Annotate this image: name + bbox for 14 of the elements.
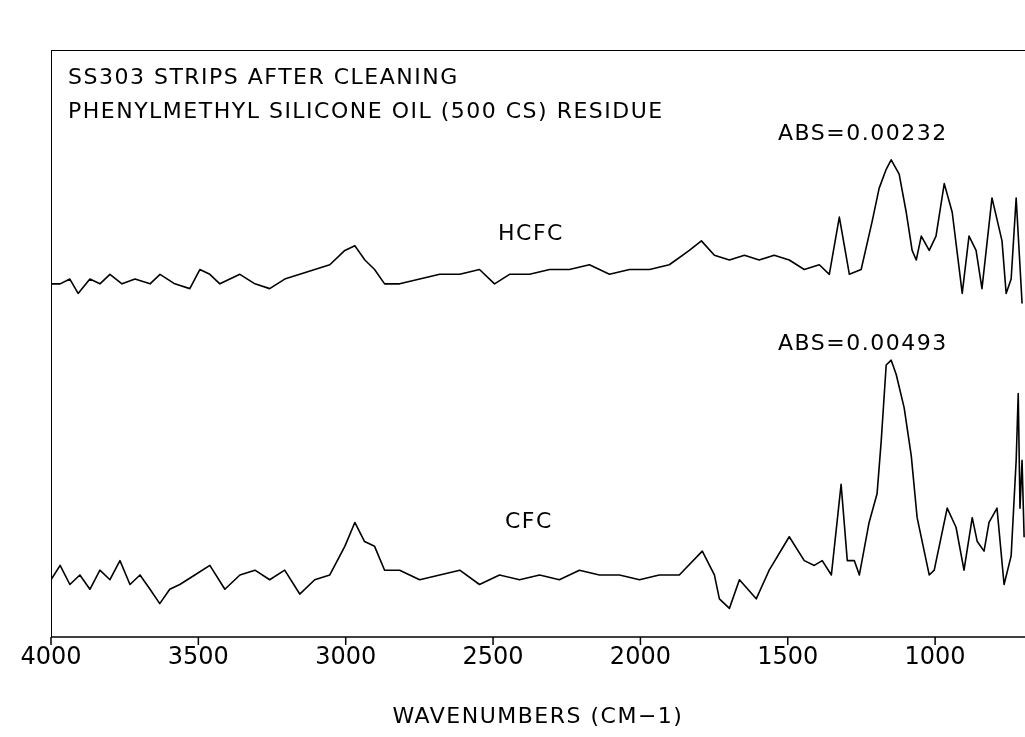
x-tick-label: 1000 [904,642,966,671]
x-tick-label: 2500 [462,642,524,671]
annotation: ABS=0.00493 [778,330,948,355]
x-tick-label: 1500 [757,642,819,671]
x-axis-title: WAVENUMBERS (CM−1) [392,703,684,728]
x-tick-label: 3500 [167,642,229,671]
series-label: CFC [505,508,553,533]
x-tick-label: 3000 [315,642,377,671]
x-tick-label: 2000 [609,642,671,671]
chart-subtitle: PHENYLMETHYL SILICONE OIL (500 CS) RESIDUE [68,98,664,123]
text: ABS=0.00232 [778,120,948,145]
series-label: HCFC [498,220,564,245]
x-tick-label: 4000 [20,642,82,671]
chart-title: SS303 STRIPS AFTER CLEANING [68,64,459,89]
